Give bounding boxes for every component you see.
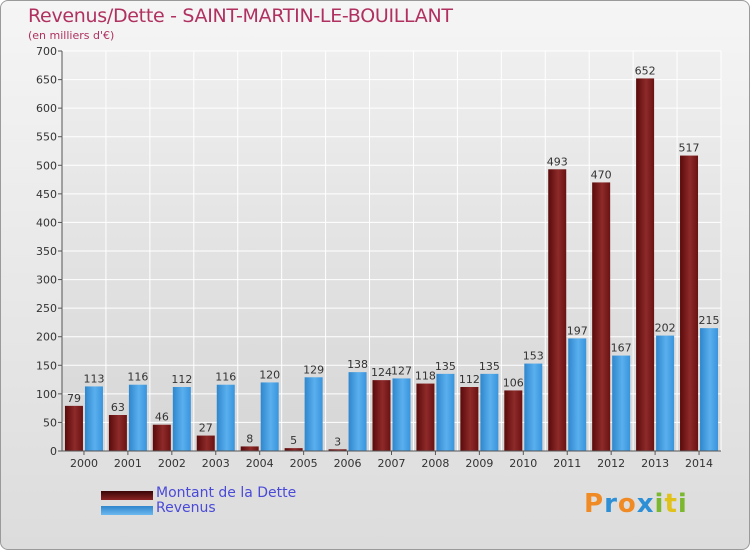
x-tick-label: 2007 xyxy=(378,457,406,470)
data-label-debt-2005: 5 xyxy=(290,434,297,447)
y-tick-label: 700 xyxy=(36,45,57,58)
bar-debt-2010 xyxy=(504,390,523,451)
bar-revenue-2010 xyxy=(524,363,543,451)
data-label-revenue-2005: 129 xyxy=(303,363,324,376)
bar-revenue-2005 xyxy=(304,377,323,451)
bar-debt-2008 xyxy=(416,383,435,451)
bar-revenue-2007 xyxy=(392,378,411,451)
bar-debt-2006 xyxy=(328,449,347,451)
data-label-revenue-2001: 116 xyxy=(127,371,148,384)
data-label-revenue-2007: 127 xyxy=(391,364,412,377)
data-label-debt-2004: 8 xyxy=(246,432,253,445)
bar-debt-2013 xyxy=(636,78,655,451)
bar-revenue-2009 xyxy=(480,373,499,451)
x-tick-label: 2000 xyxy=(70,457,98,470)
data-label-debt-2011: 493 xyxy=(547,155,568,168)
x-tick-label: 2013 xyxy=(641,457,669,470)
bar-revenue-2011 xyxy=(568,338,587,451)
x-tick-label: 2008 xyxy=(421,457,449,470)
bar-revenue-2006 xyxy=(348,372,367,451)
data-label-revenue-2013: 202 xyxy=(655,322,676,335)
data-label-debt-2000: 79 xyxy=(67,392,81,405)
x-tick-label: 2012 xyxy=(597,457,625,470)
bar-revenue-2002 xyxy=(172,387,191,451)
data-label-revenue-2008: 135 xyxy=(435,360,456,373)
data-label-debt-2007: 124 xyxy=(371,366,392,379)
data-label-revenue-2011: 197 xyxy=(567,324,588,337)
bar-debt-2003 xyxy=(196,435,215,451)
bar-debt-2001 xyxy=(108,415,127,451)
bar-revenue-2000 xyxy=(84,386,103,451)
x-tick-label: 2003 xyxy=(202,457,230,470)
bar-debt-2005 xyxy=(284,448,303,451)
x-tick-label: 2011 xyxy=(553,457,581,470)
x-tick-label: 2010 xyxy=(509,457,537,470)
bar-debt-2014 xyxy=(680,155,699,452)
bar-debt-2012 xyxy=(592,182,611,451)
bar-debt-2002 xyxy=(152,424,171,451)
y-tick-label: 400 xyxy=(36,216,57,229)
bar-revenue-2014 xyxy=(700,328,719,451)
data-label-revenue-2012: 167 xyxy=(611,342,632,355)
y-tick-label: 500 xyxy=(36,159,57,172)
y-tick-label: 50 xyxy=(43,416,57,429)
bar-revenue-2003 xyxy=(216,384,235,451)
data-label-revenue-2006: 138 xyxy=(347,358,368,371)
chart-subtitle: (en milliers d'€) xyxy=(28,29,115,42)
x-tick-label: 2006 xyxy=(334,457,362,470)
bar-revenue-2008 xyxy=(436,373,455,451)
y-tick-label: 600 xyxy=(36,102,57,115)
chart-title: Revenus/Dette - SAINT-MARTIN-LE-BOUILLAN… xyxy=(28,5,453,27)
proxiti-logo: Proxiti xyxy=(584,489,688,519)
y-tick-label: 450 xyxy=(36,188,57,201)
y-tick-label: 550 xyxy=(36,131,57,144)
data-label-revenue-2010: 153 xyxy=(523,350,544,363)
data-label-debt-2009: 112 xyxy=(459,373,480,386)
data-label-debt-2003: 27 xyxy=(199,422,213,435)
y-tick-label: 0 xyxy=(50,445,57,458)
y-tick-label: 350 xyxy=(36,245,57,258)
data-label-debt-2010: 106 xyxy=(503,376,524,389)
legend-swatch-revenue xyxy=(101,506,153,515)
bar-revenue-2012 xyxy=(612,355,631,451)
data-label-debt-2002: 46 xyxy=(155,411,169,424)
data-label-debt-2006: 3 xyxy=(334,435,341,448)
data-label-revenue-2000: 113 xyxy=(83,372,104,385)
bar-debt-2004 xyxy=(240,446,259,451)
data-label-revenue-2002: 112 xyxy=(171,373,192,386)
legend-swatch-debt xyxy=(101,491,153,500)
bar-debt-2009 xyxy=(460,387,479,451)
data-label-debt-2001: 63 xyxy=(111,401,125,414)
bar-revenue-2004 xyxy=(260,382,279,451)
data-label-revenue-2004: 120 xyxy=(259,368,280,381)
data-label-debt-2008: 118 xyxy=(415,370,436,383)
data-label-debt-2012: 470 xyxy=(591,168,612,181)
y-tick-label: 250 xyxy=(36,302,57,315)
x-tick-label: 2009 xyxy=(465,457,493,470)
data-label-revenue-2003: 116 xyxy=(215,371,236,384)
bar-debt-2000 xyxy=(64,405,83,451)
y-tick-label: 150 xyxy=(36,359,57,372)
y-tick-label: 200 xyxy=(36,331,57,344)
x-tick-label: 2005 xyxy=(290,457,318,470)
legend-label-debt: Montant de la Dette xyxy=(156,485,297,501)
bar-revenue-2001 xyxy=(128,384,147,451)
y-tick-label: 650 xyxy=(36,74,57,87)
y-tick-label: 300 xyxy=(36,274,57,287)
x-tick-label: 2004 xyxy=(246,457,274,470)
x-tick-label: 2002 xyxy=(158,457,186,470)
bar-revenue-2013 xyxy=(656,335,675,451)
x-tick-label: 2014 xyxy=(685,457,713,470)
bar-debt-2007 xyxy=(372,380,391,451)
x-tick-label: 2001 xyxy=(114,457,142,470)
y-tick-label: 100 xyxy=(36,388,57,401)
bar-debt-2011 xyxy=(548,169,567,452)
data-label-debt-2014: 517 xyxy=(679,142,700,155)
data-label-debt-2013: 652 xyxy=(635,64,656,77)
data-label-revenue-2014: 215 xyxy=(699,314,720,327)
legend-label-revenue: Revenus xyxy=(156,500,216,516)
data-label-revenue-2009: 135 xyxy=(479,360,500,373)
